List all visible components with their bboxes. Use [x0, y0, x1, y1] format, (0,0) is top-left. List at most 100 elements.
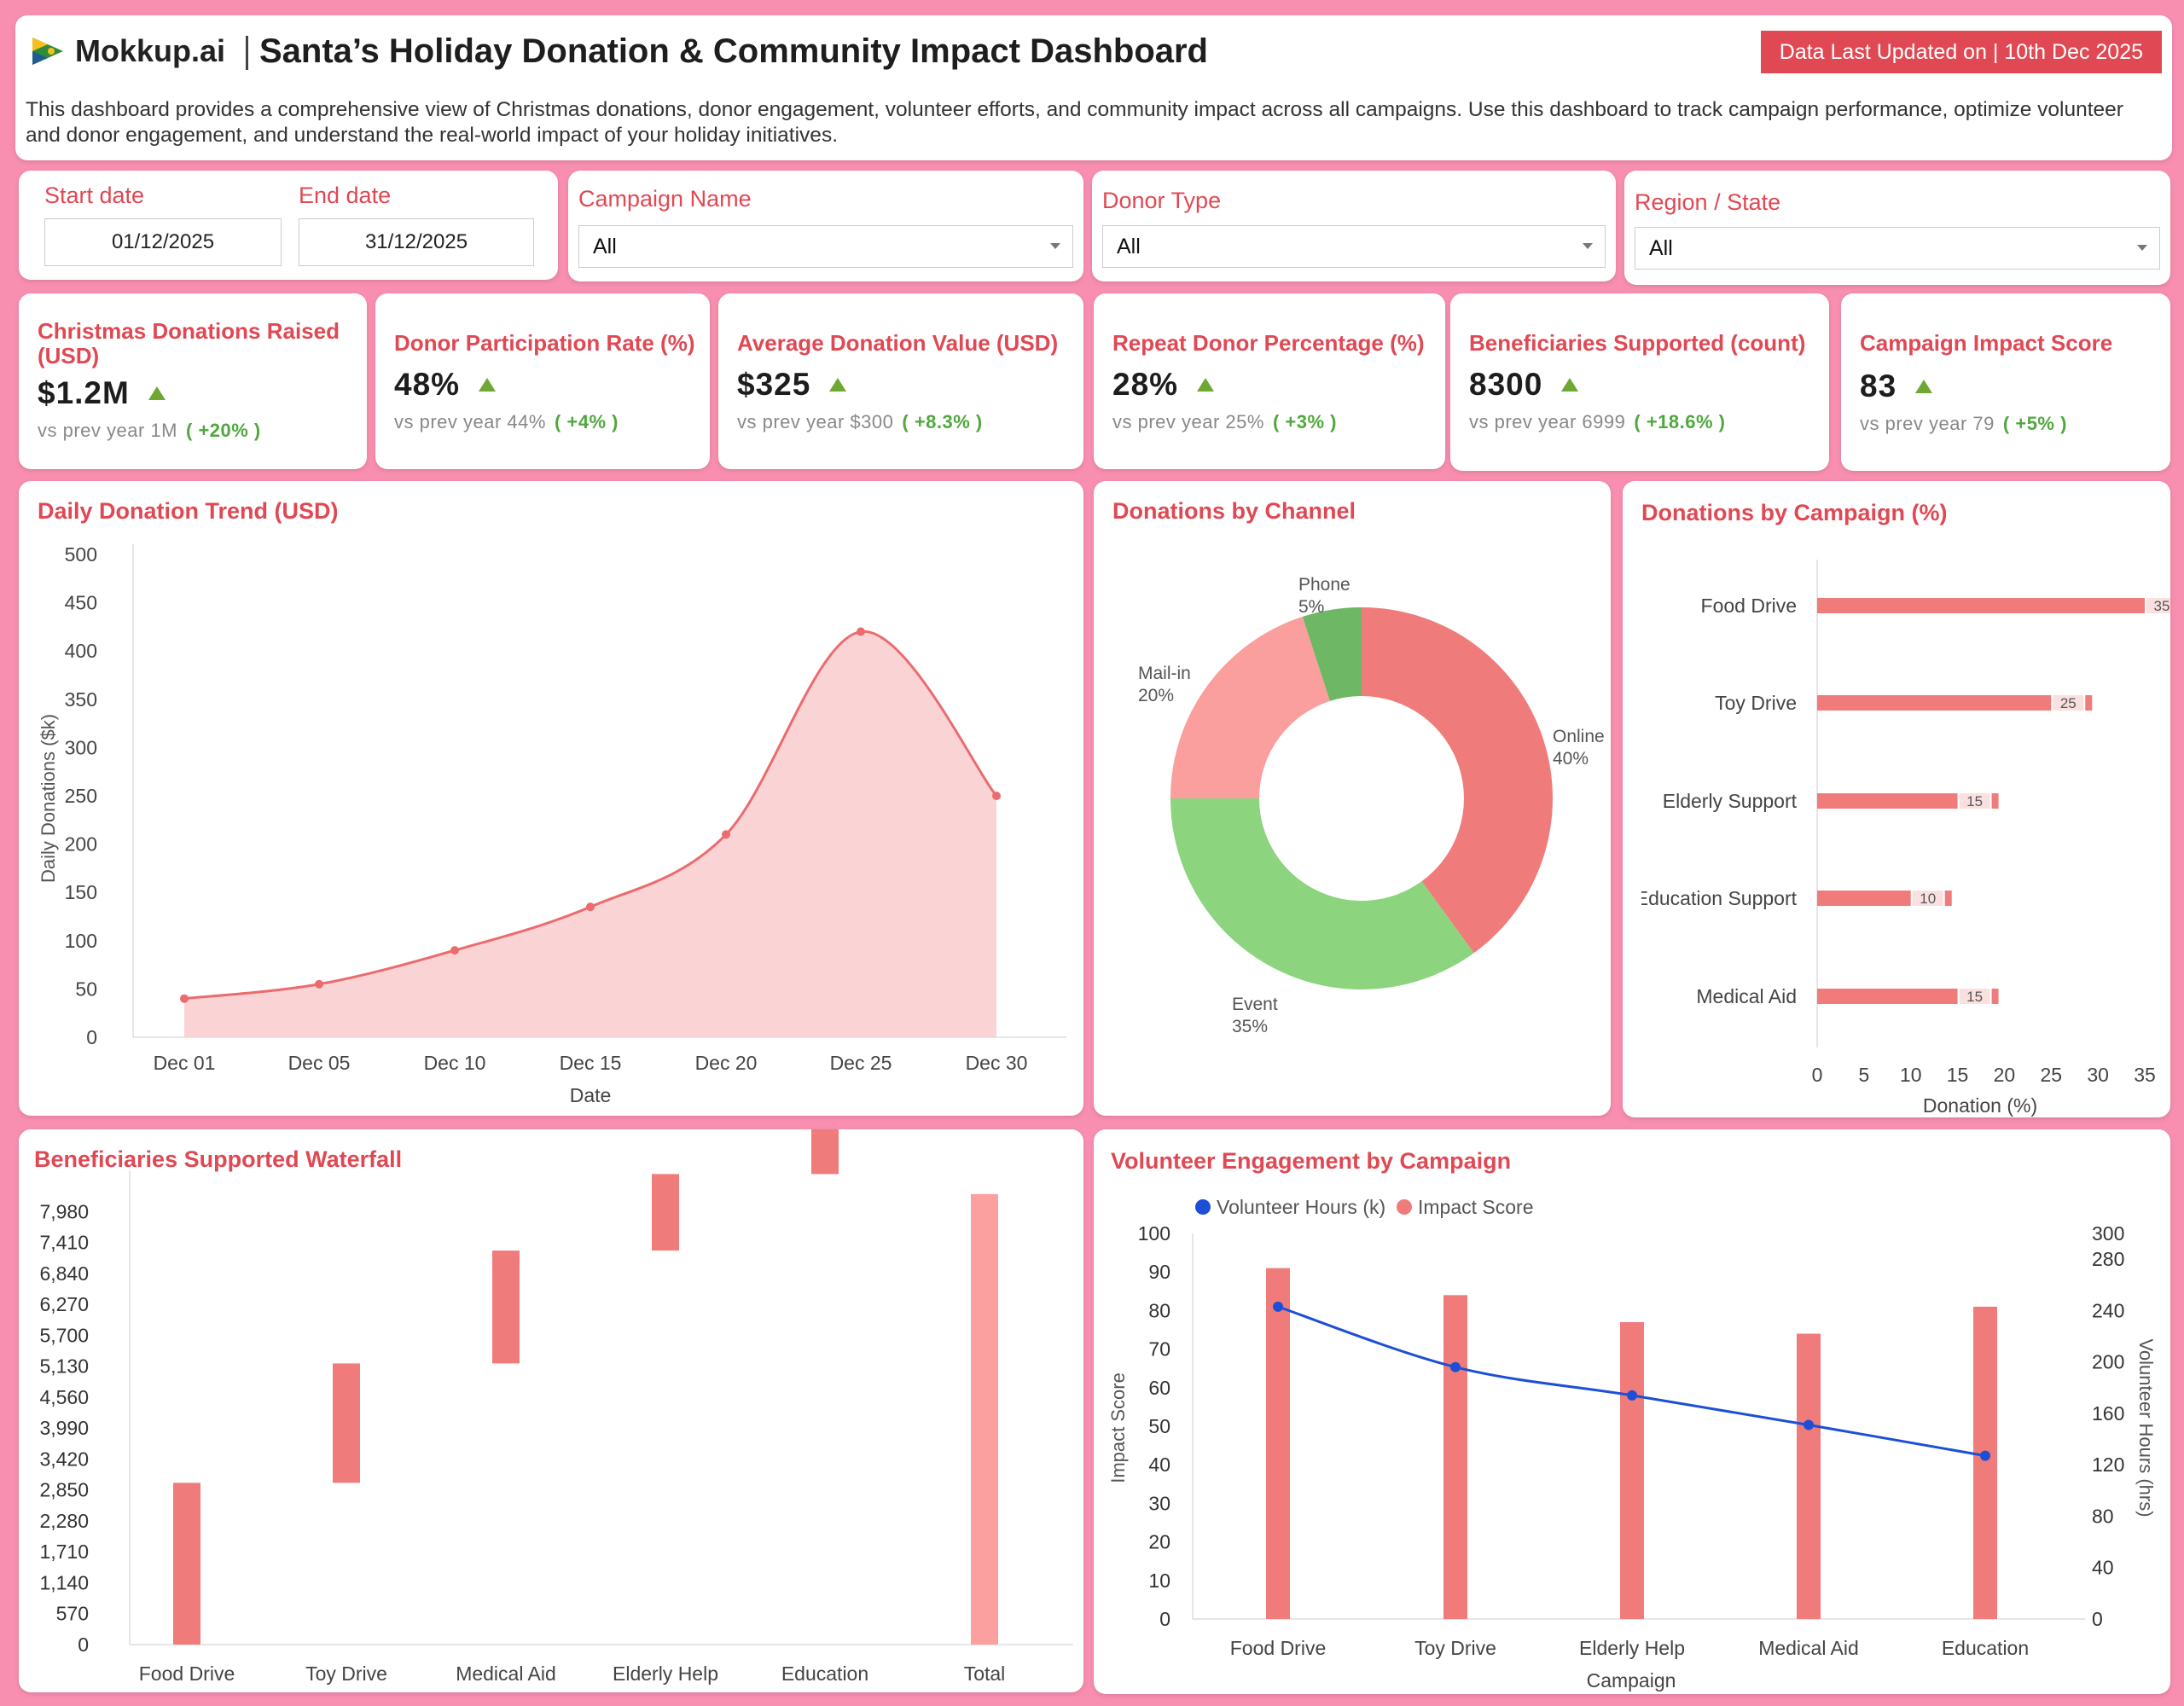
- volunteer-hours-point: [1450, 1361, 1461, 1372]
- campaign-category-label: Food Drive: [1701, 595, 1797, 617]
- waterfall-bar: [652, 1174, 679, 1251]
- waterfall-y-tick: 5,130: [39, 1355, 89, 1378]
- campaign-bar: [1817, 891, 1911, 906]
- volunteer-combo-chart: Volunteer Hours (k) Impact Score Impact …: [1107, 1196, 2157, 1691]
- volunteer-y-tick: 100: [1138, 1222, 1170, 1245]
- campaign-x-tick: 0: [1812, 1064, 1823, 1086]
- kpi-card-beneficiaries: Beneficiaries Supported (count) 8300 vs …: [1450, 293, 1829, 471]
- volunteer-y2-tick: 280: [2092, 1248, 2124, 1270]
- trend-point: [315, 979, 323, 989]
- kpi-value: 48%: [394, 367, 497, 403]
- donut-label: Phone: [1298, 575, 1350, 595]
- kpi-title: Repeat Donor Percentage (%): [1112, 330, 1425, 356]
- waterfall-y-tick: 1,140: [39, 1571, 89, 1593]
- trend-y-tick: 400: [65, 640, 97, 662]
- impact-score-bar: [1797, 1333, 1821, 1619]
- channel-chart-card: Donations by Channel Online 40% Event 35% Ma…: [1094, 481, 1611, 1116]
- kpi-card-repeat: Repeat Donor Percentage (%) 28% vs prev …: [1094, 293, 1445, 469]
- campaign-category-label: Education Support: [1635, 887, 1798, 909]
- volunteer-y-tick: 60: [1148, 1377, 1170, 1399]
- start-date-label: Start date: [44, 183, 145, 208]
- region-select[interactable]: All: [1635, 227, 2160, 270]
- volunteer-y-tick: 50: [1148, 1415, 1170, 1437]
- waterfall-y-tick: 6,270: [39, 1293, 89, 1315]
- chevron-down-icon: [2137, 245, 2147, 251]
- donut-label: Mail-in: [1138, 664, 1191, 683]
- volunteer-x-tick: Elderly Help: [1579, 1637, 1685, 1659]
- trend-y-tick: 150: [65, 881, 97, 903]
- waterfall-y-tick: 570: [56, 1603, 89, 1625]
- volunteer-x-tick: Food Drive: [1230, 1637, 1326, 1659]
- campaign-bar-cap: [1991, 793, 1999, 809]
- kpi-change: ( +8.3% ): [902, 411, 983, 432]
- kpi-compare: vs prev year 25% ( +3% ): [1112, 411, 1337, 433]
- campaign-bar-label-bg: [1959, 793, 1990, 809]
- waterfall-y-tick: 7,980: [39, 1200, 89, 1222]
- waterfall-x-tick: Medical Aid: [456, 1662, 556, 1685]
- waterfall-x-tick: Total: [964, 1662, 1006, 1685]
- campaign-select[interactable]: All: [578, 225, 1073, 268]
- donut-slice-event: [1170, 798, 1474, 989]
- campaign-category-label: Toy Drive: [1715, 692, 1797, 714]
- waterfall-bar: [333, 1363, 360, 1483]
- kpi-card-participation: Donor Participation Rate (%) 48% vs prev…: [375, 293, 710, 469]
- kpi-title: Christmas Donations Raised (USD): [38, 318, 340, 368]
- campaign-x-tick: 5: [1858, 1064, 1869, 1086]
- waterfall-x-tick: Elderly Help: [613, 1662, 718, 1685]
- trend-area: [184, 631, 996, 1037]
- trend-y-tick: 350: [65, 688, 97, 711]
- volunteer-y-tick: 80: [1148, 1299, 1170, 1321]
- campaign-bar: [1817, 598, 2145, 613]
- trend-x-tick: Dec 10: [424, 1052, 486, 1074]
- volunteer-x-tick: Medical Aid: [1758, 1637, 1859, 1659]
- waterfall-chart-card: Beneficiaries Supported Waterfall 0 570 1,…: [19, 1129, 1083, 1692]
- waterfall-bar: [173, 1483, 200, 1645]
- volunteer-y2-tick: 160: [2092, 1402, 2124, 1425]
- trend-point: [992, 792, 1001, 800]
- trend-up-icon: [148, 386, 166, 400]
- kpi-title: Campaign Impact Score: [1860, 330, 2113, 356]
- donor-select-value: All: [1117, 235, 1141, 258]
- campaign-category-label: Elderly Support: [1663, 790, 1798, 812]
- end-date-input[interactable]: 31/12/2025: [299, 218, 534, 266]
- kpi-value-text: $1.2M: [38, 375, 130, 410]
- trend-y-tick: 200: [65, 833, 97, 856]
- kpi-change: ( +5% ): [2002, 413, 2067, 434]
- donut-slice-online: [1362, 607, 1553, 954]
- volunteer-hours-point: [1627, 1390, 1637, 1401]
- volunteer-y2-tick: 40: [2092, 1557, 2114, 1579]
- waterfall-y-tick: 3,990: [39, 1417, 89, 1439]
- volunteer-y-axis-label: Impact Score: [1107, 1372, 1129, 1483]
- region-filter-card: Region / State All: [1624, 171, 2170, 285]
- campaign-bar-cap: [2085, 695, 2093, 711]
- kpi-compare: vs prev year 6999 ( +18.6% ): [1469, 411, 1725, 433]
- trend-x-tick: Dec 25: [830, 1052, 892, 1074]
- volunteer-y-tick: 90: [1148, 1261, 1170, 1283]
- kpi-compare: vs prev year 1M ( +20% ): [38, 420, 261, 442]
- waterfall-y-tick: 3,420: [39, 1448, 89, 1470]
- waterfall-x-tick: Education: [781, 1662, 868, 1685]
- end-date-label: End date: [299, 183, 392, 208]
- donor-select[interactable]: All: [1102, 225, 1606, 268]
- kpi-value-text: 48%: [394, 367, 461, 402]
- kpi-compare-text: vs prev year 79: [1860, 413, 1995, 434]
- kpi-title: Donor Participation Rate (%): [394, 330, 695, 356]
- trend-chart-title: Daily Donation Trend (USD): [38, 498, 339, 524]
- trend-y-axis-label: Daily Donations ($k): [38, 714, 59, 883]
- legend-hours-label[interactable]: Volunteer Hours (k): [1217, 1196, 1385, 1218]
- start-date-input[interactable]: 01/12/2025: [44, 218, 282, 266]
- logo[interactable]: Mokkup.ai: [29, 31, 225, 72]
- trend-point: [722, 830, 730, 839]
- volunteer-hours-point: [1273, 1301, 1283, 1312]
- donut-pct: 20%: [1138, 686, 1174, 705]
- volunteer-chart-card: Volunteer Engagement by Campaign Volunte…: [1094, 1129, 2170, 1694]
- last-updated-badge: Data Last Updated on | 10th Dec 2025: [1760, 31, 2162, 73]
- kpi-value-text: $325: [737, 367, 811, 402]
- trend-x-tick: Dec 20: [695, 1052, 758, 1074]
- dashboard-description: This dashboard provides a comprehensive …: [26, 98, 2123, 147]
- campaign-category-label: Medical Aid: [1696, 985, 1797, 1007]
- trend-x-tick: Dec 30: [966, 1052, 1028, 1074]
- kpi-card-impact: Campaign Impact Score 83 vs prev year 79…: [1841, 293, 2170, 471]
- legend-impact-label[interactable]: Impact Score: [1418, 1196, 1534, 1218]
